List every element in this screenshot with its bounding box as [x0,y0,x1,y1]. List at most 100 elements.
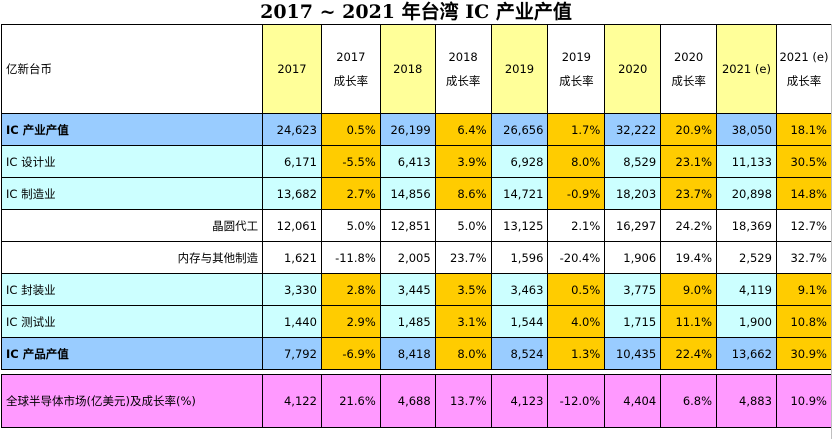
growth-cell: 18.1% [775,113,832,146]
table-row: IC 设计业 6,171 -5.5% 6,413 3.9% 6,928 8.0% 8,529 2… [0,145,832,178]
growth-cell: 0.5% [320,113,381,146]
table-row: 全球半导体市场(亿美元)及成长率(%) 4,122 21.6% 4,688 13.7% 4… [0,374,832,428]
growth-cell: 2.7% [320,177,381,210]
growth-cell: 10.9% [775,374,832,428]
table-row: IC 制造业 13,682 2.7% 14,856 8.6% 14,721 -0.9% 18,… [0,177,832,210]
growth-cell: 12.7% [775,209,832,242]
value-cell: 6,413 [379,145,436,178]
value-cell: 13,662 [716,337,777,370]
value-cell: 3,775 [604,273,662,306]
value-cell: 4,404 [604,374,662,428]
growth-cell: 9.1% [775,273,832,306]
table-row: IC 产业产值 24,623 0.5% 26,199 6.4% 26,656 1.7% 32,… [0,113,832,146]
col-header-2021e: 2021 (e) [716,24,777,114]
value-cell: 4,123 [490,374,549,428]
growth-cell: 3.1% [434,305,492,338]
growth-cell: -5.5% [320,145,381,178]
value-cell: 1,544 [490,305,549,338]
table-row: IC 封装业 3,330 2.8% 3,445 3.5% 3,463 0.5% 3,775 9.… [0,273,832,306]
value-cell: 11,133 [716,145,777,178]
value-cell: 16,297 [604,209,662,242]
value-cell: 12,061 [262,209,322,242]
row-label: IC 制造业 [0,177,264,210]
growth-cell: 8.0% [547,145,606,178]
value-cell: 3,330 [262,273,322,306]
col-header-2019: 2019 [490,24,549,114]
row-label: 内存与其他制造 [0,241,264,274]
row-label: 晶圆代工 [0,209,264,242]
value-cell: 13,682 [262,177,322,210]
value-cell: 8,418 [379,337,436,370]
growth-cell: 23.7% [434,241,492,274]
growth-cell: 23.7% [660,177,718,210]
value-cell: 4,119 [716,273,777,306]
col-header-2019-growth: 2019 成长率 [547,24,606,114]
value-cell: 24,623 [262,113,322,146]
value-cell: 1,715 [604,305,662,338]
growth-cell: 2.9% [320,305,381,338]
table-row: 晶圆代工 12,061 5.0% 12,851 5.0% 13,125 2.1% 16,297… [0,209,832,242]
growth-cell: -11.8% [320,241,381,274]
growth-cell: 20.9% [660,113,718,146]
growth-cell: 1.3% [547,337,606,370]
row-label: 全球半导体市场(亿美元)及成长率(%) [0,374,264,428]
value-cell: 6,928 [490,145,549,178]
table-row: IC 产品产值 7,792 -6.9% 8,418 8.0% 8,524 1.3% 10,43… [0,337,832,370]
col-header-2020: 2020 [604,24,662,114]
header-row: 亿新台币 2017 2017 成长率 2018 2018 成长率 2019 2019… [0,24,832,114]
growth-cell: 11.1% [660,305,718,338]
value-cell: 1,485 [379,305,436,338]
col-header-2017: 2017 [262,24,322,114]
value-cell: 4,688 [379,374,436,428]
table-row: IC 测试业 1,440 2.9% 1,485 3.1% 1,544 4.0% 1,715 11… [0,305,832,338]
growth-cell: -0.9% [547,177,606,210]
value-cell: 2,529 [716,241,777,274]
growth-cell: 2.1% [547,209,606,242]
value-cell: 18,369 [716,209,777,242]
value-cell: 2,005 [379,241,436,274]
value-cell: 18,203 [604,177,662,210]
table-title: 2017 ~ 2021 年台湾 IC 产业产值 [260,1,572,23]
growth-cell: 19.4% [660,241,718,274]
value-cell: 1,596 [490,241,549,274]
value-cell: 4,122 [262,374,322,428]
value-cell: 7,792 [262,337,322,370]
value-cell: 14,856 [379,177,436,210]
growth-cell: 0.5% [547,273,606,306]
value-cell: 1,440 [262,305,322,338]
value-cell: 12,851 [379,209,436,242]
col-header-2018: 2018 [379,24,436,114]
growth-cell: 30.9% [775,337,832,370]
value-cell: 20,898 [716,177,777,210]
growth-cell: 9.0% [660,273,718,306]
value-cell: 13,125 [490,209,549,242]
growth-cell: 32.7% [775,241,832,274]
growth-cell: 14.8% [775,177,832,210]
ic-output-table: 亿新台币 2017 2017 成长率 2018 2018 成长率 2019 2019… [0,24,832,428]
table-row: 内存与其他制造 1,621 -11.8% 2,005 23.7% 1,596 -20.4% 1… [0,241,832,274]
growth-cell: 4.0% [547,305,606,338]
value-cell: 26,199 [379,113,436,146]
growth-cell: 23.1% [660,145,718,178]
col-header-2018-growth: 2018 成长率 [434,24,492,114]
growth-cell: 8.6% [434,177,492,210]
growth-cell: 6.4% [434,113,492,146]
row-label: IC 设计业 [0,145,264,178]
growth-cell: 24.2% [660,209,718,242]
growth-cell: 22.4% [660,337,718,370]
growth-cell: -6.9% [320,337,381,370]
col-header-2021e-growth: 2021 (e) 成长率 [775,24,832,114]
value-cell: 14,721 [490,177,549,210]
growth-cell: 10.8% [775,305,832,338]
growth-cell: 30.5% [775,145,832,178]
growth-cell: 6.8% [660,374,718,428]
growth-cell: -20.4% [547,241,606,274]
col-header-2020-growth: 2020 成长率 [660,24,718,114]
value-cell: 8,529 [604,145,662,178]
row-label: IC 封装业 [0,273,264,306]
growth-cell: 2.8% [320,273,381,306]
value-cell: 3,445 [379,273,436,306]
growth-cell: 5.0% [434,209,492,242]
growth-cell: 21.6% [320,374,381,428]
value-cell: 32,222 [604,113,662,146]
